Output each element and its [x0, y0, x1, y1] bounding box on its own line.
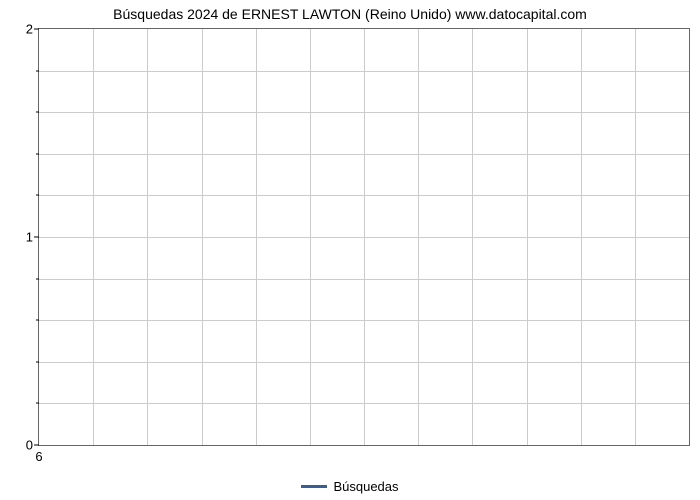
gridline-horizontal: [39, 403, 689, 404]
gridline-horizontal: [39, 279, 689, 280]
y-minor-tick-mark: [36, 153, 39, 154]
y-tick-mark: [34, 237, 39, 238]
y-minor-tick-mark: [36, 112, 39, 113]
chart-title: Búsquedas 2024 de ERNEST LAWTON (Reino U…: [0, 6, 700, 22]
gridline-horizontal: [39, 362, 689, 363]
legend-label: Búsquedas: [333, 479, 398, 494]
y-tick-label: 1: [26, 230, 33, 245]
gridline-horizontal: [39, 154, 689, 155]
search-chart: Búsquedas 2024 de ERNEST LAWTON (Reino U…: [0, 0, 700, 500]
plot-area: 0126: [38, 28, 690, 446]
y-minor-tick-mark: [36, 403, 39, 404]
gridline-horizontal: [39, 195, 689, 196]
legend: Búsquedas: [0, 478, 700, 494]
gridline-horizontal: [39, 112, 689, 113]
y-minor-tick-mark: [36, 278, 39, 279]
gridline-horizontal: [39, 71, 689, 72]
y-tick-label: 2: [26, 22, 33, 37]
legend-swatch: [301, 485, 327, 488]
y-minor-tick-mark: [36, 361, 39, 362]
x-tick-label: 6: [35, 449, 42, 464]
y-tick-mark: [34, 29, 39, 30]
y-tick-mark: [34, 445, 39, 446]
y-minor-tick-mark: [36, 320, 39, 321]
y-minor-tick-mark: [36, 195, 39, 196]
y-minor-tick-mark: [36, 70, 39, 71]
gridline-horizontal: [39, 320, 689, 321]
y-tick-label: 0: [26, 438, 33, 453]
gridline-horizontal: [39, 237, 689, 238]
